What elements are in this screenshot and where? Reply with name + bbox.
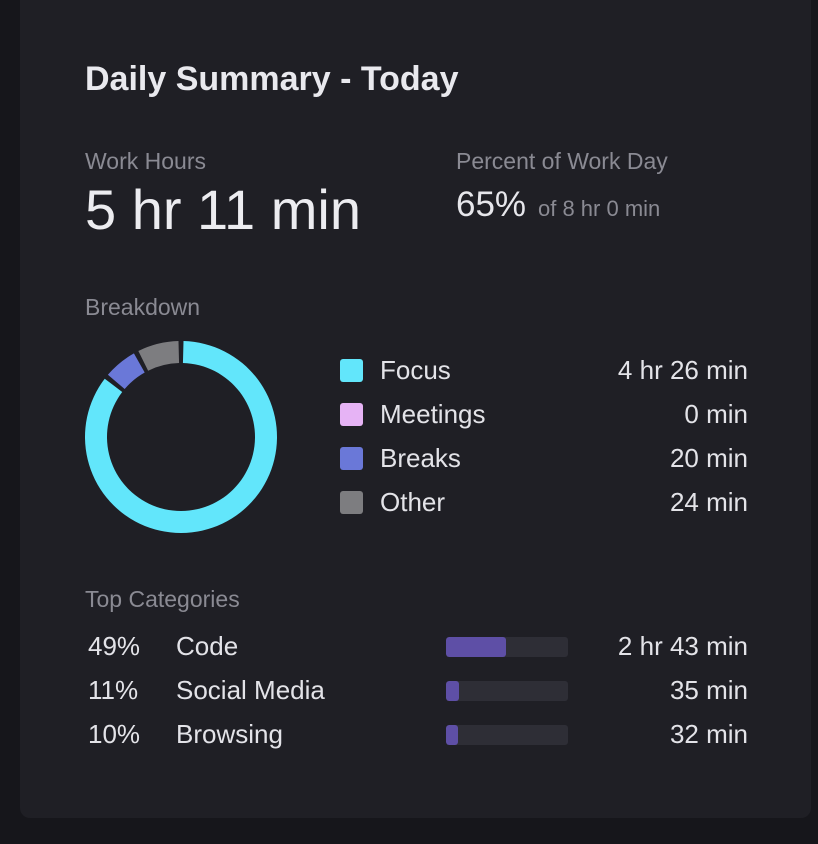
category-row-social-media: 11% Social Media 35 min — [88, 675, 748, 705]
focus-swatch — [340, 359, 363, 382]
work-hours-label: Work Hours — [85, 148, 206, 174]
legend-value: 4 hr 26 min — [617, 355, 748, 385]
legend-label: Other — [380, 487, 446, 517]
category-time: 35 min — [669, 675, 748, 705]
legend-item-other: Other 24 min — [340, 487, 748, 517]
breakdown-donut-chart — [84, 341, 277, 533]
daily-summary-card: Daily Summary - Today Work Hours 5 hr 11… — [20, 0, 811, 818]
top-categories-label: Top Categories — [85, 586, 240, 612]
category-time: 2 hr 43 min — [617, 631, 748, 661]
legend-label: Meetings — [380, 399, 486, 429]
other-swatch — [340, 491, 363, 514]
category-row-browsing: 10% Browsing 32 min — [88, 719, 748, 749]
category-bar-fill — [446, 637, 506, 657]
category-bar-track — [446, 637, 568, 657]
category-bar-fill — [446, 681, 460, 701]
category-bar-track — [446, 681, 568, 701]
legend-item-meetings: Meetings 0 min — [340, 399, 748, 429]
donut-segment-other — [138, 341, 180, 371]
legend-value: 0 min — [684, 399, 748, 429]
legend-label: Breaks — [380, 443, 461, 473]
category-percent: 10% — [88, 719, 141, 749]
legend-item-breaks: Breaks 20 min — [340, 443, 748, 473]
percent-work-day-total: of 8 hr 0 min — [538, 196, 661, 221]
breaks-swatch — [340, 447, 363, 470]
work-hours-value: 5 hr 11 min — [85, 178, 361, 241]
legend-value: 20 min — [669, 443, 748, 473]
category-name: Browsing — [176, 719, 283, 749]
category-time: 32 min — [669, 719, 748, 749]
category-percent: 11% — [88, 675, 139, 705]
category-name: Social Media — [176, 675, 325, 705]
percent-work-day-value: 65% — [456, 185, 527, 224]
legend-label: Focus — [380, 355, 451, 385]
category-name: Code — [176, 631, 239, 661]
category-bar-track — [446, 725, 568, 745]
meetings-swatch — [340, 403, 363, 426]
legend-value: 24 min — [669, 487, 748, 517]
breakdown-label: Breakdown — [85, 294, 201, 320]
percent-work-day-label: Percent of Work Day — [456, 148, 668, 174]
donut-segment-breaks — [107, 353, 145, 390]
category-row-code: 49% Code 2 hr 43 min — [88, 631, 748, 661]
legend-item-focus: Focus 4 hr 26 min — [340, 355, 748, 385]
page-title: Daily Summary - Today — [85, 60, 459, 98]
category-percent: 49% — [88, 631, 141, 661]
category-bar-fill — [446, 725, 459, 745]
